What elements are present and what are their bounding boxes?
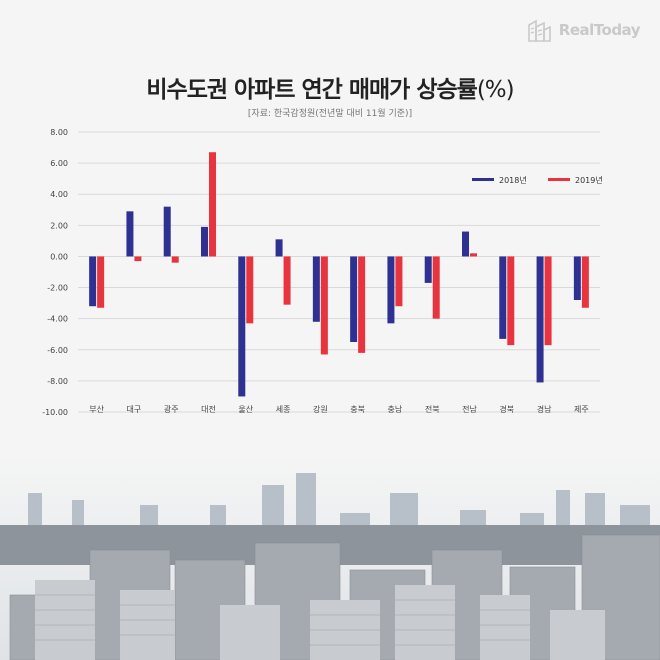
chart-grid [78, 131, 600, 413]
x-tick-label: 경북 [499, 404, 514, 414]
bar-2018 [387, 256, 395, 324]
bar-2019 [432, 256, 440, 319]
legend-swatch [472, 178, 494, 181]
bar-2018 [201, 226, 208, 257]
bar-2018 [499, 256, 507, 339]
x-tick-label: 세종 [276, 405, 291, 414]
x-tick-label: 광주 [164, 404, 179, 414]
city-skyline-photo [0, 455, 660, 660]
chart-title: 비수도권 아파트 연간 매매가 상승률(%) [0, 70, 660, 104]
bar-2018 [275, 239, 283, 257]
bar-2019 [544, 256, 552, 346]
x-tick-label: 충북 [350, 405, 365, 414]
bar-2019 [97, 256, 105, 308]
y-tick-label: -4.00 [47, 315, 68, 324]
chart-source: [자료: 한국감정원(전년말 대비 11월 기준)] [247, 109, 413, 119]
bar-2018 [89, 256, 97, 307]
chart-legend: 2018년 2019년 [472, 175, 603, 185]
bar-chart: 8.00 6.00 4.00 2.00 0.00 -2.00 -4.00 -6.00 -8.00… [42, 128, 603, 417]
chart-title-unit: (%) [476, 77, 515, 103]
y-tick-label: -8.00 [47, 377, 68, 386]
bar-2019 [171, 256, 179, 263]
bar-2019 [507, 256, 515, 346]
x-tick-label: 전북 [425, 404, 440, 414]
y-tick-label: -10.00 [42, 408, 68, 417]
legend-label: 2019년 [575, 175, 603, 185]
y-tick-label: -6.00 [47, 346, 68, 355]
bar-2019 [246, 256, 254, 324]
y-tick-label: 4.00 [50, 190, 68, 199]
bar-2019 [320, 256, 328, 355]
bar-2018 [573, 256, 581, 300]
x-tick-label: 전남 [462, 404, 477, 414]
x-tick-label: 강원 [313, 404, 328, 414]
bar-2018 [350, 256, 358, 342]
x-tick-label: 대구 [127, 405, 142, 414]
chart-title-text: 비수도권 아파트 연간 매매가 상승률 [146, 77, 477, 103]
bar-2019 [581, 256, 589, 308]
bar-2018 [462, 231, 469, 257]
x-tick-label: 제주 [574, 405, 589, 414]
legend-label: 2018년 [499, 175, 527, 185]
legend-swatch [548, 178, 570, 181]
bar-2018 [536, 256, 544, 383]
bar-2018 [238, 256, 246, 397]
bar-2018 [126, 211, 134, 257]
bar-2019 [395, 256, 403, 307]
bar-2019 [134, 256, 142, 262]
brand-logo: RealToday [523, 14, 641, 46]
brand-name: RealToday [558, 21, 641, 39]
y-axis-ticks: 8.00 6.00 4.00 2.00 0.00 -2.00 -4.00 -6.00 -8.00… [42, 128, 68, 417]
bar-2019 [283, 256, 291, 305]
x-tick-label: 대전 [201, 404, 216, 414]
y-tick-label: 0.00 [50, 252, 68, 261]
bar-2019 [470, 253, 477, 257]
x-tick-label: 부산 [89, 404, 104, 414]
bar-2018 [424, 256, 432, 283]
bar-2019 [358, 256, 366, 353]
chart-bars [89, 152, 589, 397]
bar-2018 [163, 206, 171, 257]
x-axis-labels: 부산 대구 광주 대전 울산 세종 강원 충북 충남 전북 전남 경북 경남 제주 [89, 404, 588, 414]
y-tick-label: -2.00 [47, 284, 68, 293]
x-tick-label: 경남 [537, 404, 552, 414]
bar-2019 [209, 152, 216, 257]
x-tick-label: 충남 [388, 405, 403, 414]
x-tick-label: 울산 [238, 404, 253, 414]
y-tick-label: 6.00 [50, 159, 68, 168]
y-tick-label: 2.00 [50, 221, 68, 230]
y-tick-label: 8.00 [50, 128, 68, 137]
bar-2018 [312, 256, 320, 322]
building-logo-icon [527, 19, 551, 42]
